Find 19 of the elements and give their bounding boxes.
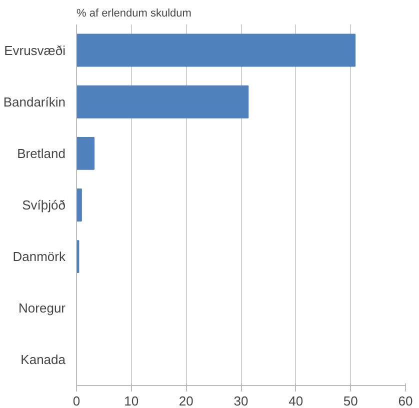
- y-tick-label: Danmörk: [12, 249, 66, 264]
- x-tick-label: 0: [72, 394, 80, 408]
- x-tick-label: 50: [343, 394, 358, 408]
- bar: [76, 34, 356, 67]
- y-tick-label: Bretland: [17, 146, 66, 161]
- y-tick-label: Svíþjóð: [22, 198, 66, 212]
- chart-title: % af erlendum skuldum: [76, 8, 192, 20]
- x-tick-label: 30: [234, 394, 248, 408]
- y-tick-label: Noregur: [18, 300, 66, 316]
- y-tick-label: Bandaríkin: [3, 94, 66, 110]
- x-tick-label: 60: [398, 394, 413, 408]
- y-tick-label: Evrusvæði: [4, 42, 66, 58]
- bar: [76, 136, 95, 170]
- y-tick-label: Kanada: [20, 352, 66, 368]
- x-tick-label: 20: [178, 394, 194, 408]
- x-tick-label: 10: [124, 394, 139, 408]
- bar: [76, 85, 249, 118]
- x-tick-label: 40: [288, 394, 304, 408]
- bar: [76, 188, 82, 222]
